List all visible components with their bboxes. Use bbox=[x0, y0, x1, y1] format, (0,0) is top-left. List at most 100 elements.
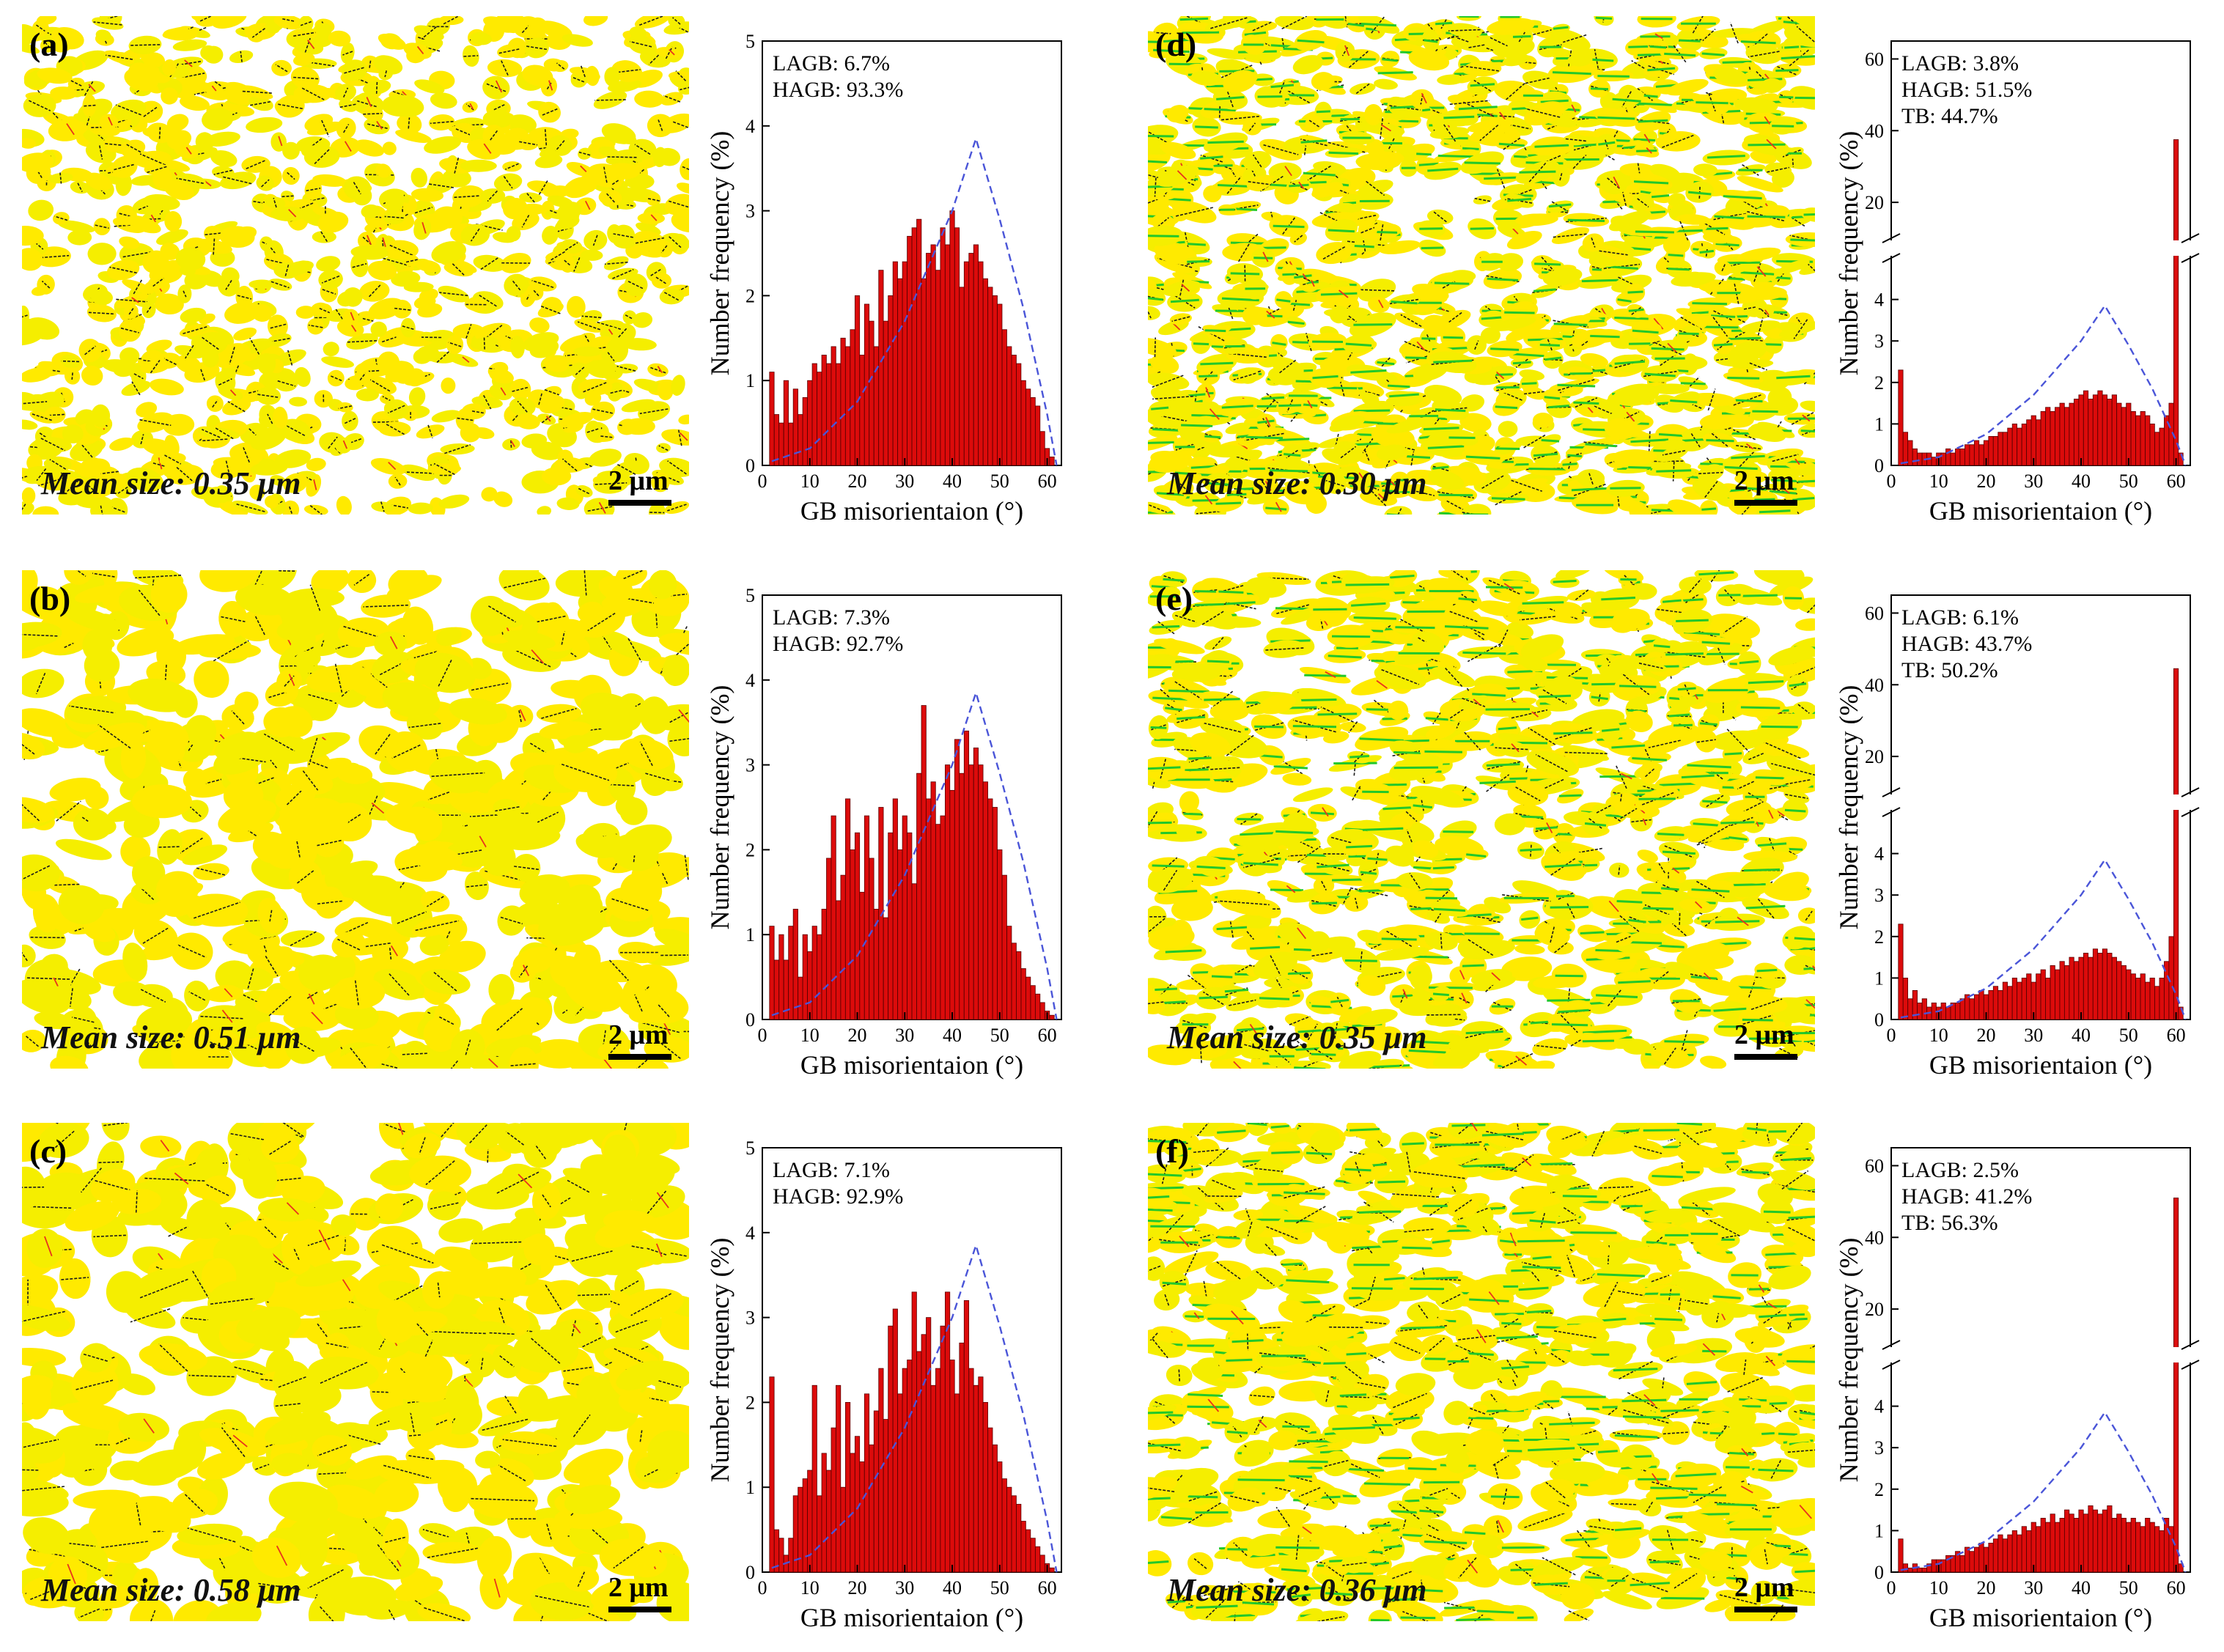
grain bbox=[639, 696, 671, 734]
grain bbox=[257, 353, 276, 375]
twin-boundary bbox=[1724, 261, 1761, 265]
grain bbox=[636, 222, 661, 235]
low-angle-boundary bbox=[88, 84, 96, 92]
grain bbox=[64, 367, 81, 385]
low-angle-boundary bbox=[1646, 147, 1652, 154]
twin-boundary bbox=[1552, 71, 1591, 75]
low-angle-boundary bbox=[389, 635, 398, 649]
grain bbox=[1739, 286, 1787, 300]
grain bbox=[316, 256, 341, 272]
grain bbox=[81, 365, 103, 386]
twin-boundary bbox=[1272, 342, 1286, 346]
grain-boundary bbox=[269, 323, 287, 329]
grain-boundary bbox=[466, 884, 487, 888]
grain-boundary bbox=[499, 1355, 515, 1368]
grain bbox=[205, 984, 244, 1003]
grain-boundary bbox=[205, 232, 221, 236]
grain bbox=[1207, 48, 1250, 60]
grain-boundary bbox=[289, 931, 317, 947]
grain bbox=[1384, 506, 1413, 523]
twin-boundary bbox=[1633, 138, 1656, 141]
grain-boundary bbox=[541, 108, 558, 117]
grain bbox=[265, 1411, 331, 1445]
grain bbox=[164, 211, 183, 232]
grain-boundary bbox=[306, 188, 321, 192]
twin-boundary bbox=[1699, 249, 1715, 254]
grain-boundary bbox=[180, 837, 203, 854]
grain-boundary bbox=[70, 565, 86, 577]
grain bbox=[112, 1560, 139, 1589]
grain-boundary bbox=[277, 380, 296, 387]
grain-boundary bbox=[249, 338, 260, 355]
grain bbox=[1487, 18, 1535, 35]
grain-boundary bbox=[309, 505, 323, 515]
grain bbox=[482, 109, 513, 128]
grain-boundary bbox=[325, 1342, 349, 1349]
grain bbox=[1611, 449, 1657, 465]
grain bbox=[175, 247, 206, 270]
map-panel-d: (d) Mean size: 0.30 μm 2 μm bbox=[1126, 5, 1834, 526]
grain-boundary bbox=[93, 21, 122, 26]
twin-boundary bbox=[1353, 409, 1391, 413]
grain-boundary bbox=[1468, 44, 1485, 48]
grain bbox=[294, 366, 311, 387]
grain-boundary bbox=[359, 372, 367, 381]
grain-boundary bbox=[1553, 233, 1588, 238]
grain-boundary bbox=[498, 1464, 526, 1482]
grain-boundary bbox=[660, 245, 668, 254]
low-angle-boundary bbox=[655, 1243, 663, 1258]
twin-boundary bbox=[1257, 419, 1275, 424]
low-angle-boundary bbox=[1571, 104, 1577, 113]
grain bbox=[233, 327, 257, 341]
low-angle-boundary bbox=[131, 297, 139, 303]
grain bbox=[1160, 141, 1196, 160]
grain-boundary bbox=[493, 104, 505, 111]
grain bbox=[378, 67, 393, 81]
grain bbox=[126, 467, 163, 493]
twin-boundary bbox=[1723, 195, 1762, 200]
grain-boundary bbox=[592, 235, 598, 246]
grain-boundary bbox=[147, 166, 167, 174]
twin-boundary bbox=[1350, 369, 1387, 374]
grain bbox=[564, 1484, 621, 1514]
grain-boundary bbox=[612, 268, 634, 279]
grain-boundary bbox=[1587, 367, 1611, 375]
grain bbox=[1737, 175, 1783, 193]
grain bbox=[523, 1234, 555, 1266]
grain-map-d bbox=[1126, 5, 1834, 526]
grain bbox=[538, 101, 561, 123]
twin-boundary bbox=[1204, 435, 1221, 439]
grain-boundary bbox=[176, 466, 194, 483]
grain-boundary bbox=[29, 100, 51, 111]
twin-boundary bbox=[1216, 96, 1245, 100]
grain-boundary bbox=[1496, 383, 1520, 391]
low-angle-boundary bbox=[307, 40, 315, 50]
grain bbox=[1191, 70, 1221, 84]
grain-boundary bbox=[635, 237, 665, 244]
grain-boundary bbox=[546, 1523, 553, 1541]
grain bbox=[40, 954, 68, 978]
grain-boundary bbox=[571, 1250, 613, 1262]
grain-boundary bbox=[109, 506, 125, 513]
low-angle-boundary bbox=[548, 80, 553, 91]
grain bbox=[564, 1566, 600, 1592]
grain bbox=[481, 999, 539, 1039]
grain-boundary bbox=[246, 159, 266, 169]
grain bbox=[657, 147, 681, 166]
twin-boundary bbox=[1423, 427, 1459, 431]
grain bbox=[130, 1268, 197, 1310]
grain bbox=[1376, 444, 1407, 461]
grain-boundary bbox=[322, 289, 336, 295]
grain-boundary bbox=[270, 281, 290, 289]
grain-boundary bbox=[147, 1609, 156, 1630]
twin-boundary bbox=[1282, 273, 1297, 276]
grain bbox=[529, 317, 550, 333]
twin-boundary bbox=[1156, 492, 1185, 496]
grain-boundary bbox=[215, 427, 234, 440]
grain-boundary bbox=[608, 1040, 622, 1056]
grain-boundary bbox=[538, 393, 542, 405]
grain bbox=[664, 193, 696, 215]
low-angle-boundary bbox=[389, 943, 399, 956]
grain bbox=[331, 1214, 357, 1236]
grain bbox=[248, 279, 275, 290]
